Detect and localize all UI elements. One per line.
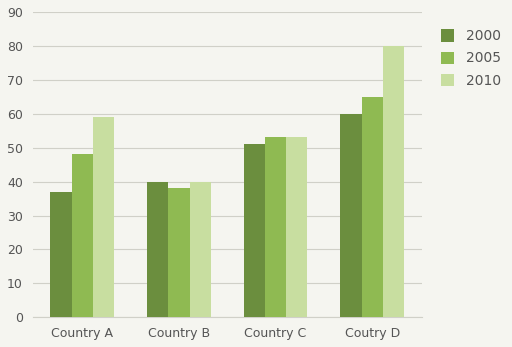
Bar <box>361 97 383 318</box>
Bar <box>72 154 93 318</box>
Legend: 2000, 2005, 2010: 2000, 2005, 2010 <box>436 25 505 92</box>
Bar <box>244 144 265 318</box>
Bar <box>168 188 189 318</box>
Bar <box>147 181 168 318</box>
Bar <box>265 137 286 318</box>
Bar <box>383 46 404 318</box>
Bar <box>189 181 211 318</box>
Bar <box>340 114 361 318</box>
Bar <box>93 117 114 318</box>
Bar <box>50 192 72 318</box>
Bar <box>286 137 307 318</box>
